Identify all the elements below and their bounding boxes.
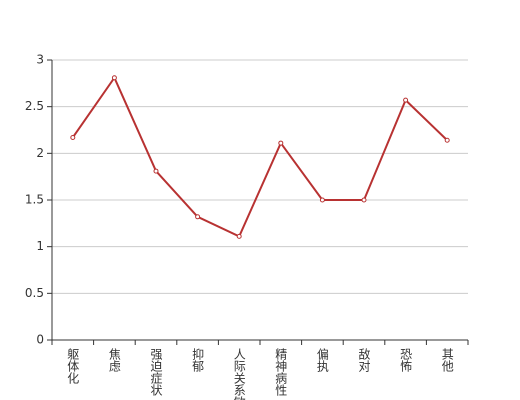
x-tick-label: 躯体化 — [66, 347, 80, 385]
point — [444, 137, 450, 143]
y-tick-label: 1 — [36, 239, 44, 253]
x-tick-label: 焦虑 — [107, 348, 121, 372]
y-tick-label: 2.5 — [25, 99, 44, 113]
x-tick-label: 敌对 — [357, 347, 371, 372]
y-tick-label: 2 — [36, 146, 44, 160]
point — [111, 75, 117, 81]
y-tick-label: 3 — [36, 53, 44, 67]
x-tick-label: 其他 — [440, 348, 454, 372]
x-tick-label: 人际关系敏感 — [232, 348, 246, 400]
line — [71, 75, 448, 238]
point — [195, 214, 201, 220]
y-tick-label: 0.5 — [25, 286, 44, 300]
point — [236, 233, 242, 239]
x-tick-label: 偏执 — [315, 347, 329, 373]
x-tick-label: 精神病性 — [274, 348, 288, 397]
x-tick-label: 强迫症状 — [149, 348, 163, 396]
point — [319, 197, 325, 203]
x-tick-label: 恐怖 — [399, 348, 413, 372]
x-tick-label: 抑郁 — [191, 347, 205, 373]
y-tick-label: 0 — [36, 333, 44, 347]
point — [403, 97, 409, 103]
point — [153, 168, 159, 174]
y-tick-label: 1.5 — [25, 193, 44, 207]
point — [361, 197, 367, 203]
point — [278, 140, 284, 146]
point — [70, 134, 76, 140]
